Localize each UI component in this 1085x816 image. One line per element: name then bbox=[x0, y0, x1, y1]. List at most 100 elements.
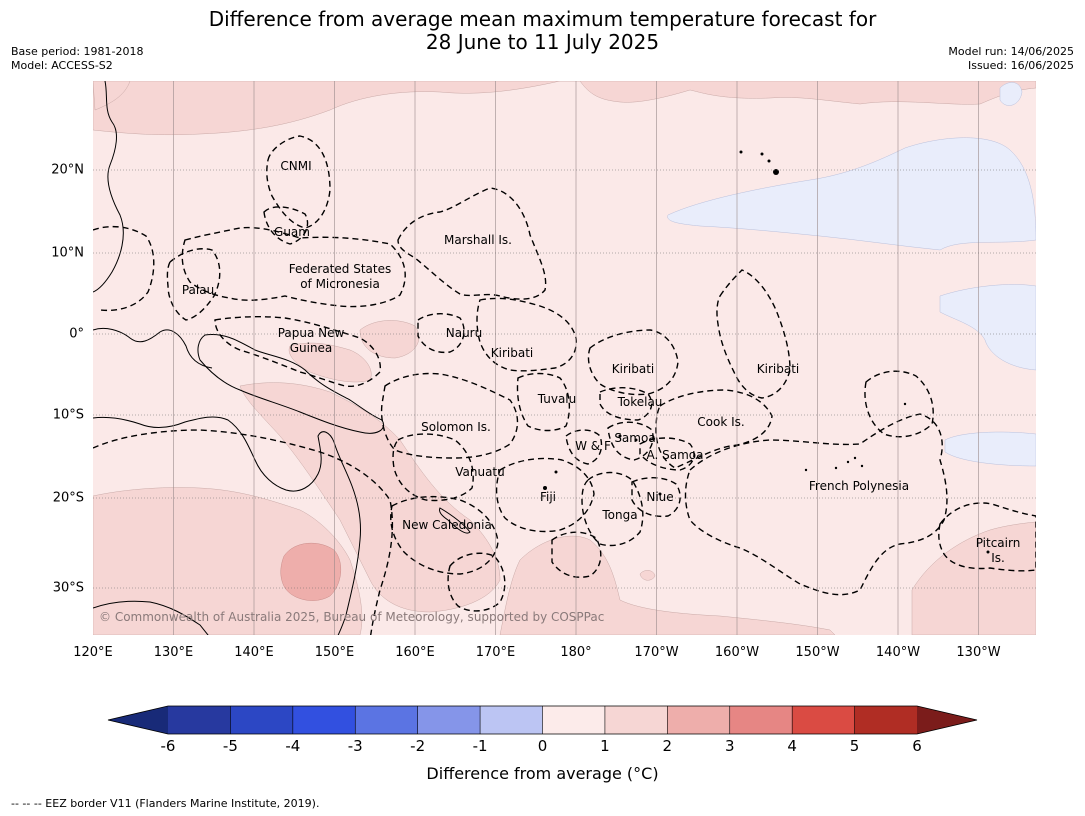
eez-nauru bbox=[417, 313, 465, 354]
colorbar-extend-low bbox=[108, 706, 168, 734]
colorbar-segment bbox=[854, 706, 918, 734]
right-metadata: Model run: 14/06/2025 Issued: 16/06/2025 bbox=[948, 45, 1074, 73]
island-dot bbox=[767, 159, 771, 163]
eez-samoa bbox=[607, 421, 654, 461]
eez-cook bbox=[655, 389, 773, 469]
region-label: Federated States bbox=[289, 262, 391, 276]
eez-american-samoa bbox=[639, 437, 695, 471]
coastline-australia-south bbox=[93, 600, 209, 635]
eez-png bbox=[214, 315, 382, 387]
island-dot bbox=[834, 466, 838, 470]
eez-kiribati-phoenix bbox=[587, 329, 679, 396]
colorbar-tick-label: -4 bbox=[285, 737, 301, 755]
colorbar-outline bbox=[107, 705, 978, 735]
colorbar-tick-label: -5 bbox=[222, 737, 238, 755]
region-label: W & F bbox=[575, 439, 611, 453]
longitude-label: 130°W bbox=[956, 645, 1001, 660]
longitude-label: 160°E bbox=[395, 645, 435, 660]
colorbar-segment bbox=[604, 706, 668, 734]
island-dot bbox=[658, 492, 662, 496]
copyright-text: © Commonwealth of Australia 2025, Bureau… bbox=[99, 610, 604, 624]
island-dot bbox=[986, 550, 990, 554]
latitude-label: 20°S bbox=[52, 490, 84, 506]
colorbar-tick-label: 0 bbox=[537, 737, 548, 755]
island-dots bbox=[543, 150, 990, 554]
colorbar-tick-label: -1 bbox=[472, 737, 488, 755]
eez-tonga bbox=[581, 471, 644, 547]
longitude-label: 120°E bbox=[73, 645, 113, 660]
eez-fiji bbox=[495, 457, 595, 533]
island-dot bbox=[618, 434, 622, 438]
colorbar-segment bbox=[729, 706, 793, 734]
longitude-label: 140°E bbox=[234, 645, 274, 660]
colorbar-segment bbox=[480, 706, 543, 734]
anomaly-negative-north-region bbox=[667, 137, 1036, 251]
map-panel: CNMI Guam Marshall Is. Federated States … bbox=[93, 81, 1036, 635]
region-label: Samoa bbox=[614, 431, 655, 445]
region-label: Palau bbox=[182, 283, 214, 297]
latitude-label: 20°N bbox=[51, 162, 84, 178]
eez-wallis-futuna bbox=[565, 429, 603, 465]
colorbar-segment bbox=[230, 706, 294, 734]
eez-footnote: -- -- -- EEZ border V11 (Flanders Marine… bbox=[11, 797, 320, 810]
eez-tuvalu bbox=[516, 372, 571, 432]
anomaly-1-2-northwest-region bbox=[93, 81, 131, 111]
island-dot bbox=[804, 468, 808, 472]
region-label: CNMI bbox=[280, 159, 311, 173]
colorbar-tick-label: 5 bbox=[849, 737, 860, 755]
title-line-2: 28 June to 11 July 2025 bbox=[425, 30, 660, 54]
region-label: Kiribati bbox=[612, 362, 654, 376]
island-dot bbox=[760, 152, 764, 156]
model-run: Model run: 14/06/2025 bbox=[948, 45, 1074, 58]
anomaly-1-2-southwest-region bbox=[93, 487, 363, 635]
graticule bbox=[93, 81, 1036, 635]
region-label: Nauru bbox=[446, 326, 482, 340]
colorbar-tick-label: -3 bbox=[347, 737, 363, 755]
coastline-australia bbox=[93, 416, 361, 635]
issued-date: Issued: 16/06/2025 bbox=[967, 59, 1074, 72]
map-title: Difference from average mean maximum tem… bbox=[0, 8, 1085, 54]
region-label: French Polynesia bbox=[809, 479, 909, 493]
colorbar-tick-label: 4 bbox=[787, 737, 797, 755]
region-label: Guam bbox=[274, 225, 310, 239]
colorbar-label: Difference from average (°C) bbox=[426, 764, 659, 783]
latitude-label: 10°N bbox=[51, 245, 84, 261]
coastline-borneo-sulawesi bbox=[93, 327, 213, 369]
anomaly-1-2-north-band bbox=[93, 81, 1036, 136]
eez-kiribati-gilbert bbox=[476, 297, 577, 372]
island-dot bbox=[853, 456, 857, 460]
region-label: Kiribati bbox=[491, 346, 533, 360]
anomaly-2-3-tasman-hotspot bbox=[280, 543, 341, 601]
region-label: Fiji bbox=[540, 490, 556, 504]
title-line-1: Difference from average mean maximum tem… bbox=[208, 7, 877, 31]
colorbar-segment bbox=[417, 706, 481, 734]
region-label: Solomon Is. bbox=[421, 420, 491, 434]
anomaly-negative-east-region bbox=[939, 284, 1036, 371]
colorbar-segment bbox=[168, 706, 231, 734]
longitude-label: 170°E bbox=[475, 645, 516, 660]
longitude-label: 130°E bbox=[153, 645, 194, 660]
latitude-label: 10°S bbox=[52, 407, 84, 423]
colorbar-tick-label: 3 bbox=[724, 737, 735, 755]
island-dot bbox=[903, 402, 907, 406]
latitude-label: 0° bbox=[69, 326, 84, 342]
colorbar bbox=[107, 705, 978, 735]
longitude-label: 160°W bbox=[714, 645, 760, 660]
colorbar-segment bbox=[667, 706, 731, 734]
region-label: Papua New bbox=[278, 326, 345, 340]
region-label: Vanuatu bbox=[455, 465, 505, 479]
island-dot bbox=[543, 486, 547, 490]
longitude-label: 150°E bbox=[314, 645, 355, 660]
region-label: A. Samoa bbox=[647, 448, 704, 462]
eez-kiribati-line bbox=[716, 269, 791, 399]
region-label: Pitcairn bbox=[976, 536, 1021, 550]
coastline-new-guinea bbox=[197, 333, 384, 434]
region-label: New Caledonia bbox=[402, 518, 492, 532]
region-label: Is. bbox=[991, 551, 1005, 565]
eez-pitcairn bbox=[938, 502, 1036, 572]
coastline-new-caledonia bbox=[439, 507, 471, 534]
colorbar-segment bbox=[355, 706, 419, 734]
eez-tokelau bbox=[599, 387, 653, 421]
eez-australia-east bbox=[93, 429, 394, 635]
eez-french-polynesia bbox=[684, 413, 948, 596]
